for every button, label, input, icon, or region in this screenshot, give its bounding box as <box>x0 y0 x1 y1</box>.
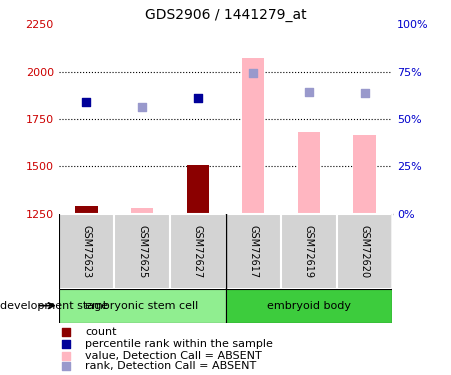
Bar <box>170 214 226 289</box>
Text: count: count <box>86 327 117 337</box>
Bar <box>75 206 97 214</box>
Text: GSM72625: GSM72625 <box>137 225 147 278</box>
Title: GDS2906 / 1441279_at: GDS2906 / 1441279_at <box>145 8 306 22</box>
Bar <box>226 214 281 289</box>
Text: GSM72620: GSM72620 <box>359 225 369 278</box>
Point <box>305 88 313 94</box>
Text: embryonic stem cell: embryonic stem cell <box>85 301 199 310</box>
Text: development stage: development stage <box>0 301 108 310</box>
Bar <box>187 165 209 214</box>
Bar <box>298 132 320 214</box>
Bar <box>226 289 392 322</box>
Point <box>63 352 70 358</box>
Point <box>194 95 201 101</box>
Point <box>361 90 368 96</box>
Point <box>138 104 146 110</box>
Bar <box>59 289 226 322</box>
Text: GSM72627: GSM72627 <box>193 225 202 278</box>
Text: GSM72623: GSM72623 <box>82 225 92 278</box>
Bar <box>337 214 392 289</box>
Text: embryoid body: embryoid body <box>267 301 351 310</box>
Text: percentile rank within the sample: percentile rank within the sample <box>86 339 273 349</box>
Text: rank, Detection Call = ABSENT: rank, Detection Call = ABSENT <box>86 361 257 371</box>
Bar <box>281 214 337 289</box>
Text: value, Detection Call = ABSENT: value, Detection Call = ABSENT <box>86 351 262 360</box>
Point <box>63 341 70 347</box>
Point <box>250 70 257 76</box>
Bar <box>242 57 264 214</box>
Point <box>83 99 90 105</box>
Bar <box>354 135 376 214</box>
Text: GSM72617: GSM72617 <box>249 225 258 278</box>
Bar <box>131 209 153 214</box>
Point <box>63 329 70 335</box>
Bar <box>59 214 114 289</box>
Text: GSM72619: GSM72619 <box>304 225 314 278</box>
Bar <box>114 214 170 289</box>
Point <box>63 363 70 369</box>
